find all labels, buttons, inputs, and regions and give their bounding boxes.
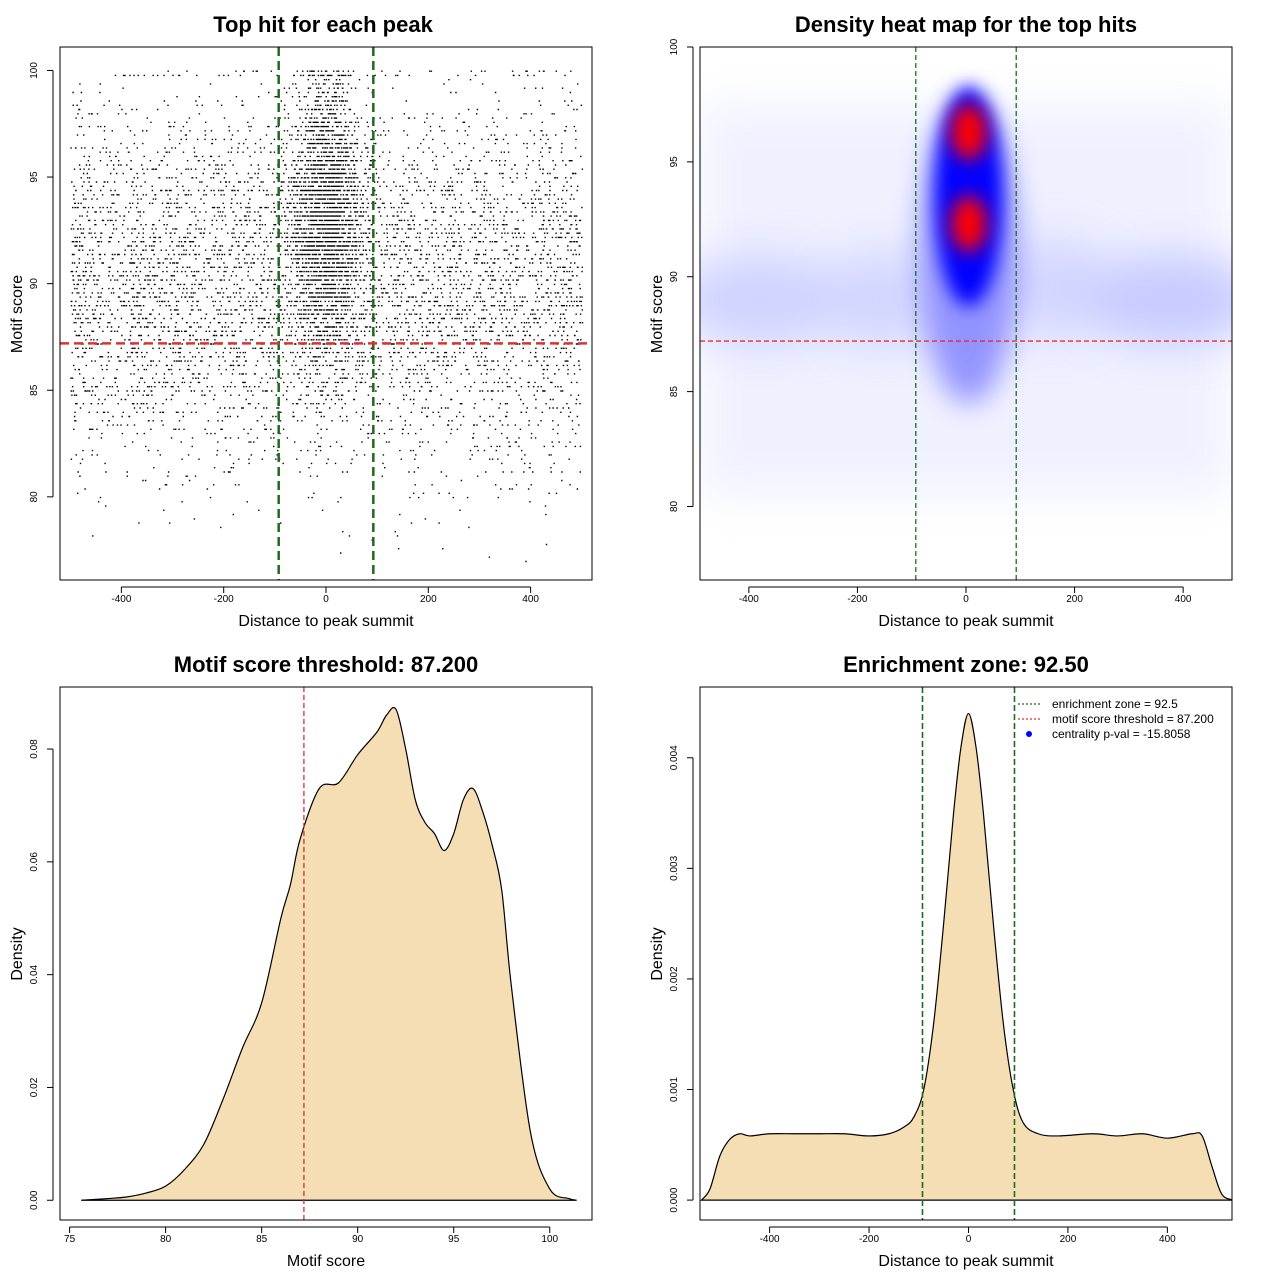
score-density-area	[81, 706, 577, 1201]
heatmap-hotspot	[950, 195, 987, 252]
heatmap-hotspot	[950, 104, 987, 161]
distance-density-legend: enrichment zone = 92.5 motif score thres…	[1018, 697, 1214, 741]
score-density-x-label: Motif score	[287, 1253, 365, 1270]
heatmap-y-tick-label: 90	[669, 271, 680, 283]
score-density-x-tick-label: 85	[256, 1234, 268, 1245]
heatmap-y-tick-label: 85	[669, 386, 680, 398]
score-density-x-tick-label: 95	[448, 1234, 460, 1245]
heatmap-x-tick-label: 200	[1066, 594, 1083, 605]
scatter-x-axis: -400 -200 0 200 400	[111, 586, 539, 605]
heatmap-x-axis: -400 -200 0 200 400	[739, 586, 1192, 605]
scatter-x-tick-label: -400	[111, 594, 131, 605]
heatmap-blob	[700, 254, 850, 345]
heatmap-x-tick-label: -400	[739, 594, 759, 605]
scatter-y-axis: 80 85 90 95 100	[29, 62, 54, 503]
distance-density-x-tick-label: 0	[966, 1234, 972, 1245]
heatmap-blob	[992, 238, 1113, 339]
distance-density-y-label: Density	[649, 927, 666, 980]
panel-scatter: Top hit for each peak -400 -200 0 200 400 80…	[9, 12, 593, 630]
distance-density-y-axis: 0.000 0.001 0.002 0.003 0.004	[669, 745, 694, 1213]
score-density-x-axis: 75 80 85 90 95 100	[64, 1226, 559, 1245]
heatmap-y-tick-label: 100	[669, 38, 680, 55]
scatter-x-tick-label: 400	[522, 594, 539, 605]
scatter-y-tick-label: 95	[29, 171, 40, 183]
score-density-y-axis: 0.00 0.02 0.04 0.06 0.08	[29, 739, 54, 1210]
score-density-x-tick-label: 100	[541, 1234, 558, 1245]
legend-pval-label: centrality p-val = -15.8058	[1052, 727, 1191, 741]
distance-density-x-axis: -400 -200 0 200 400	[760, 1226, 1176, 1245]
scatter-x-tick-label: 200	[420, 594, 437, 605]
score-density-y-tick-label: 0.08	[29, 739, 40, 759]
scatter-plot-frame	[59, 46, 593, 581]
heatmap-x-tick-label: 0	[963, 594, 969, 605]
scatter-y-tick-label: 90	[29, 278, 40, 290]
scatter-y-label: Motif score	[9, 275, 26, 353]
scatter-points	[70, 70, 584, 563]
distance-density-x-tick-label: -200	[859, 1234, 879, 1245]
score-density-y-tick-label: 0.02	[29, 1077, 40, 1097]
heatmap-blob	[1082, 254, 1232, 345]
heatmap-y-tick-label: 80	[669, 500, 680, 512]
distance-density-x-tick-label: 200	[1060, 1234, 1077, 1245]
scatter-x-tick-label: -200	[214, 594, 234, 605]
panel-heatmap: Density heat map for the top hits -400 -2…	[649, 12, 1233, 630]
heatmap-title: Density heat map for the top hits	[795, 12, 1137, 37]
panel-score-density: Motif score threshold: 87.200 75 80 85 90 95…	[9, 652, 593, 1270]
score-density-x-tick-label: 90	[352, 1234, 364, 1245]
distance-density-x-tick-label: 400	[1159, 1234, 1176, 1245]
legend-enrichment-label: enrichment zone = 92.5	[1052, 697, 1178, 711]
score-density-x-tick-label: 75	[64, 1234, 76, 1245]
score-density-curve	[81, 706, 577, 1201]
scatter-y-tick-label: 85	[29, 384, 40, 396]
distance-density-reference-lines	[921, 687, 1016, 1220]
score-density-y-tick-label: 0.00	[29, 1190, 40, 1210]
heatmap-reference-lines	[700, 47, 1232, 580]
scatter-title: Top hit for each peak	[213, 12, 433, 37]
legend-threshold-label: motif score threshold = 87.200	[1052, 712, 1214, 726]
distance-density-curve	[700, 712, 1232, 1201]
scatter-x-tick-label: 0	[323, 594, 329, 605]
distance-density-y-tick-label: 0.001	[669, 1077, 680, 1102]
heatmap-x-label: Distance to peak summit	[878, 613, 1054, 630]
distance-density-y-tick-label: 0.002	[669, 966, 680, 991]
scatter-reference-lines	[60, 47, 592, 580]
scatter-y-tick-label: 100	[29, 62, 40, 79]
legend-pval-swatch	[1026, 731, 1032, 737]
heatmap-x-tick-label: 400	[1175, 594, 1192, 605]
heatmap-density	[700, 47, 1232, 580]
score-density-y-tick-label: 0.06	[29, 852, 40, 872]
heatmap-y-tick-label: 95	[669, 156, 680, 168]
heatmap-blob	[824, 249, 945, 350]
heatmap-x-tick-label: -200	[847, 594, 867, 605]
scatter-x-label: Distance to peak summit	[238, 613, 414, 630]
scatter-y-tick-label: 80	[29, 491, 40, 503]
distance-density-x-label: Distance to peak summit	[878, 1253, 1054, 1270]
score-density-y-label: Density	[9, 927, 26, 980]
heatmap-y-axis: 80 85 90 95 100	[669, 38, 694, 512]
heatmap-y-label: Motif score	[649, 275, 666, 353]
distance-density-y-tick-label: 0.004	[669, 745, 680, 770]
score-density-title: Motif score threshold: 87.200	[174, 652, 478, 677]
distance-density-y-tick-label: 0.003	[669, 855, 680, 880]
heatmap-plot-frame	[699, 46, 1233, 581]
distance-density-area	[700, 712, 1232, 1201]
score-density-y-tick-label: 0.04	[29, 964, 40, 984]
distance-density-plot-frame	[699, 686, 1233, 1221]
scatter-point-cloud	[70, 70, 584, 563]
distance-density-y-tick-label: 0.000	[669, 1187, 680, 1212]
score-density-x-tick-label: 80	[160, 1234, 172, 1245]
score-density-plot-frame	[59, 686, 593, 1221]
distance-density-x-tick-label: -400	[760, 1234, 780, 1245]
distance-density-title: Enrichment zone: 92.50	[843, 652, 1089, 677]
panel-distance-density: Enrichment zone: 92.50 -400 -200 0 200 400 0…	[649, 652, 1233, 1270]
